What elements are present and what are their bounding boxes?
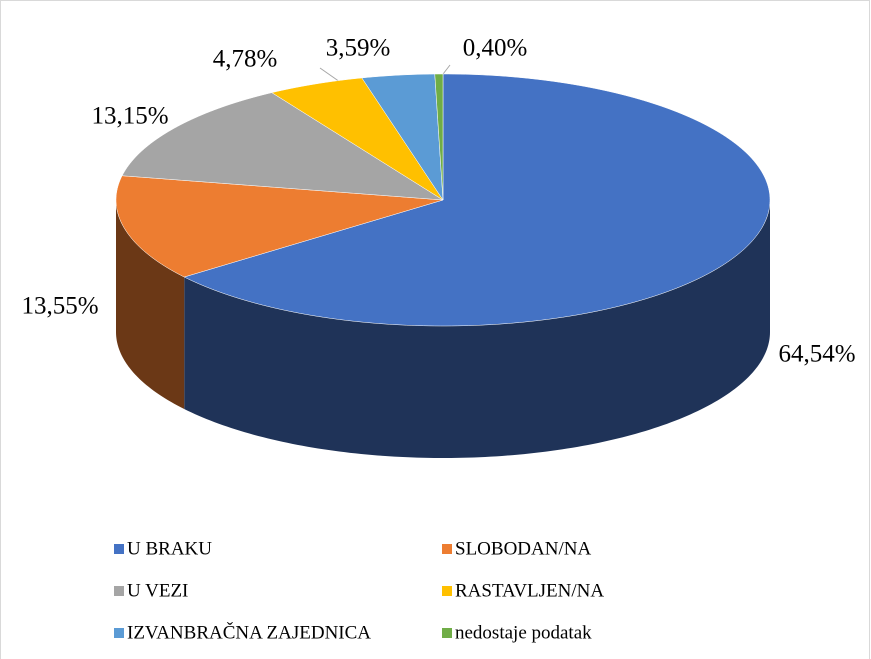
pie-side: [184, 200, 770, 458]
legend-swatch: [442, 628, 452, 638]
legend-swatch: [114, 544, 124, 554]
pie-slice: [434, 73, 444, 201]
data-label: 13,55%: [21, 293, 98, 320]
pie-slice: [121, 92, 444, 201]
data-label: 64,54%: [778, 341, 855, 368]
pie-slice: [183, 73, 771, 327]
pie-slice: [361, 73, 444, 201]
data-label: 3,59%: [326, 35, 391, 62]
legend-swatch: [442, 586, 452, 596]
pie-slice: [115, 175, 444, 278]
data-label: 0,40%: [463, 35, 528, 62]
legend-label: RASTAVLJEN/NA: [455, 580, 604, 601]
legend-swatch: [442, 544, 452, 554]
pie-slice: [271, 77, 444, 201]
legend-label: U VEZI: [127, 580, 188, 601]
legend-label: U BRAKU: [127, 538, 212, 559]
data-label: 4,78%: [213, 46, 278, 73]
legend-label: SLOBODAN/NA: [455, 538, 591, 559]
data-label: 13,15%: [91, 103, 168, 130]
legend-swatch: [114, 628, 124, 638]
legend-swatch: [114, 586, 124, 596]
leader-line: [319, 67, 341, 83]
legend-label: nedostaje podatak: [455, 622, 592, 643]
pie-side: [116, 200, 185, 410]
legend-label: IZVANBRAČNA ZAJEDNICA: [127, 621, 371, 643]
